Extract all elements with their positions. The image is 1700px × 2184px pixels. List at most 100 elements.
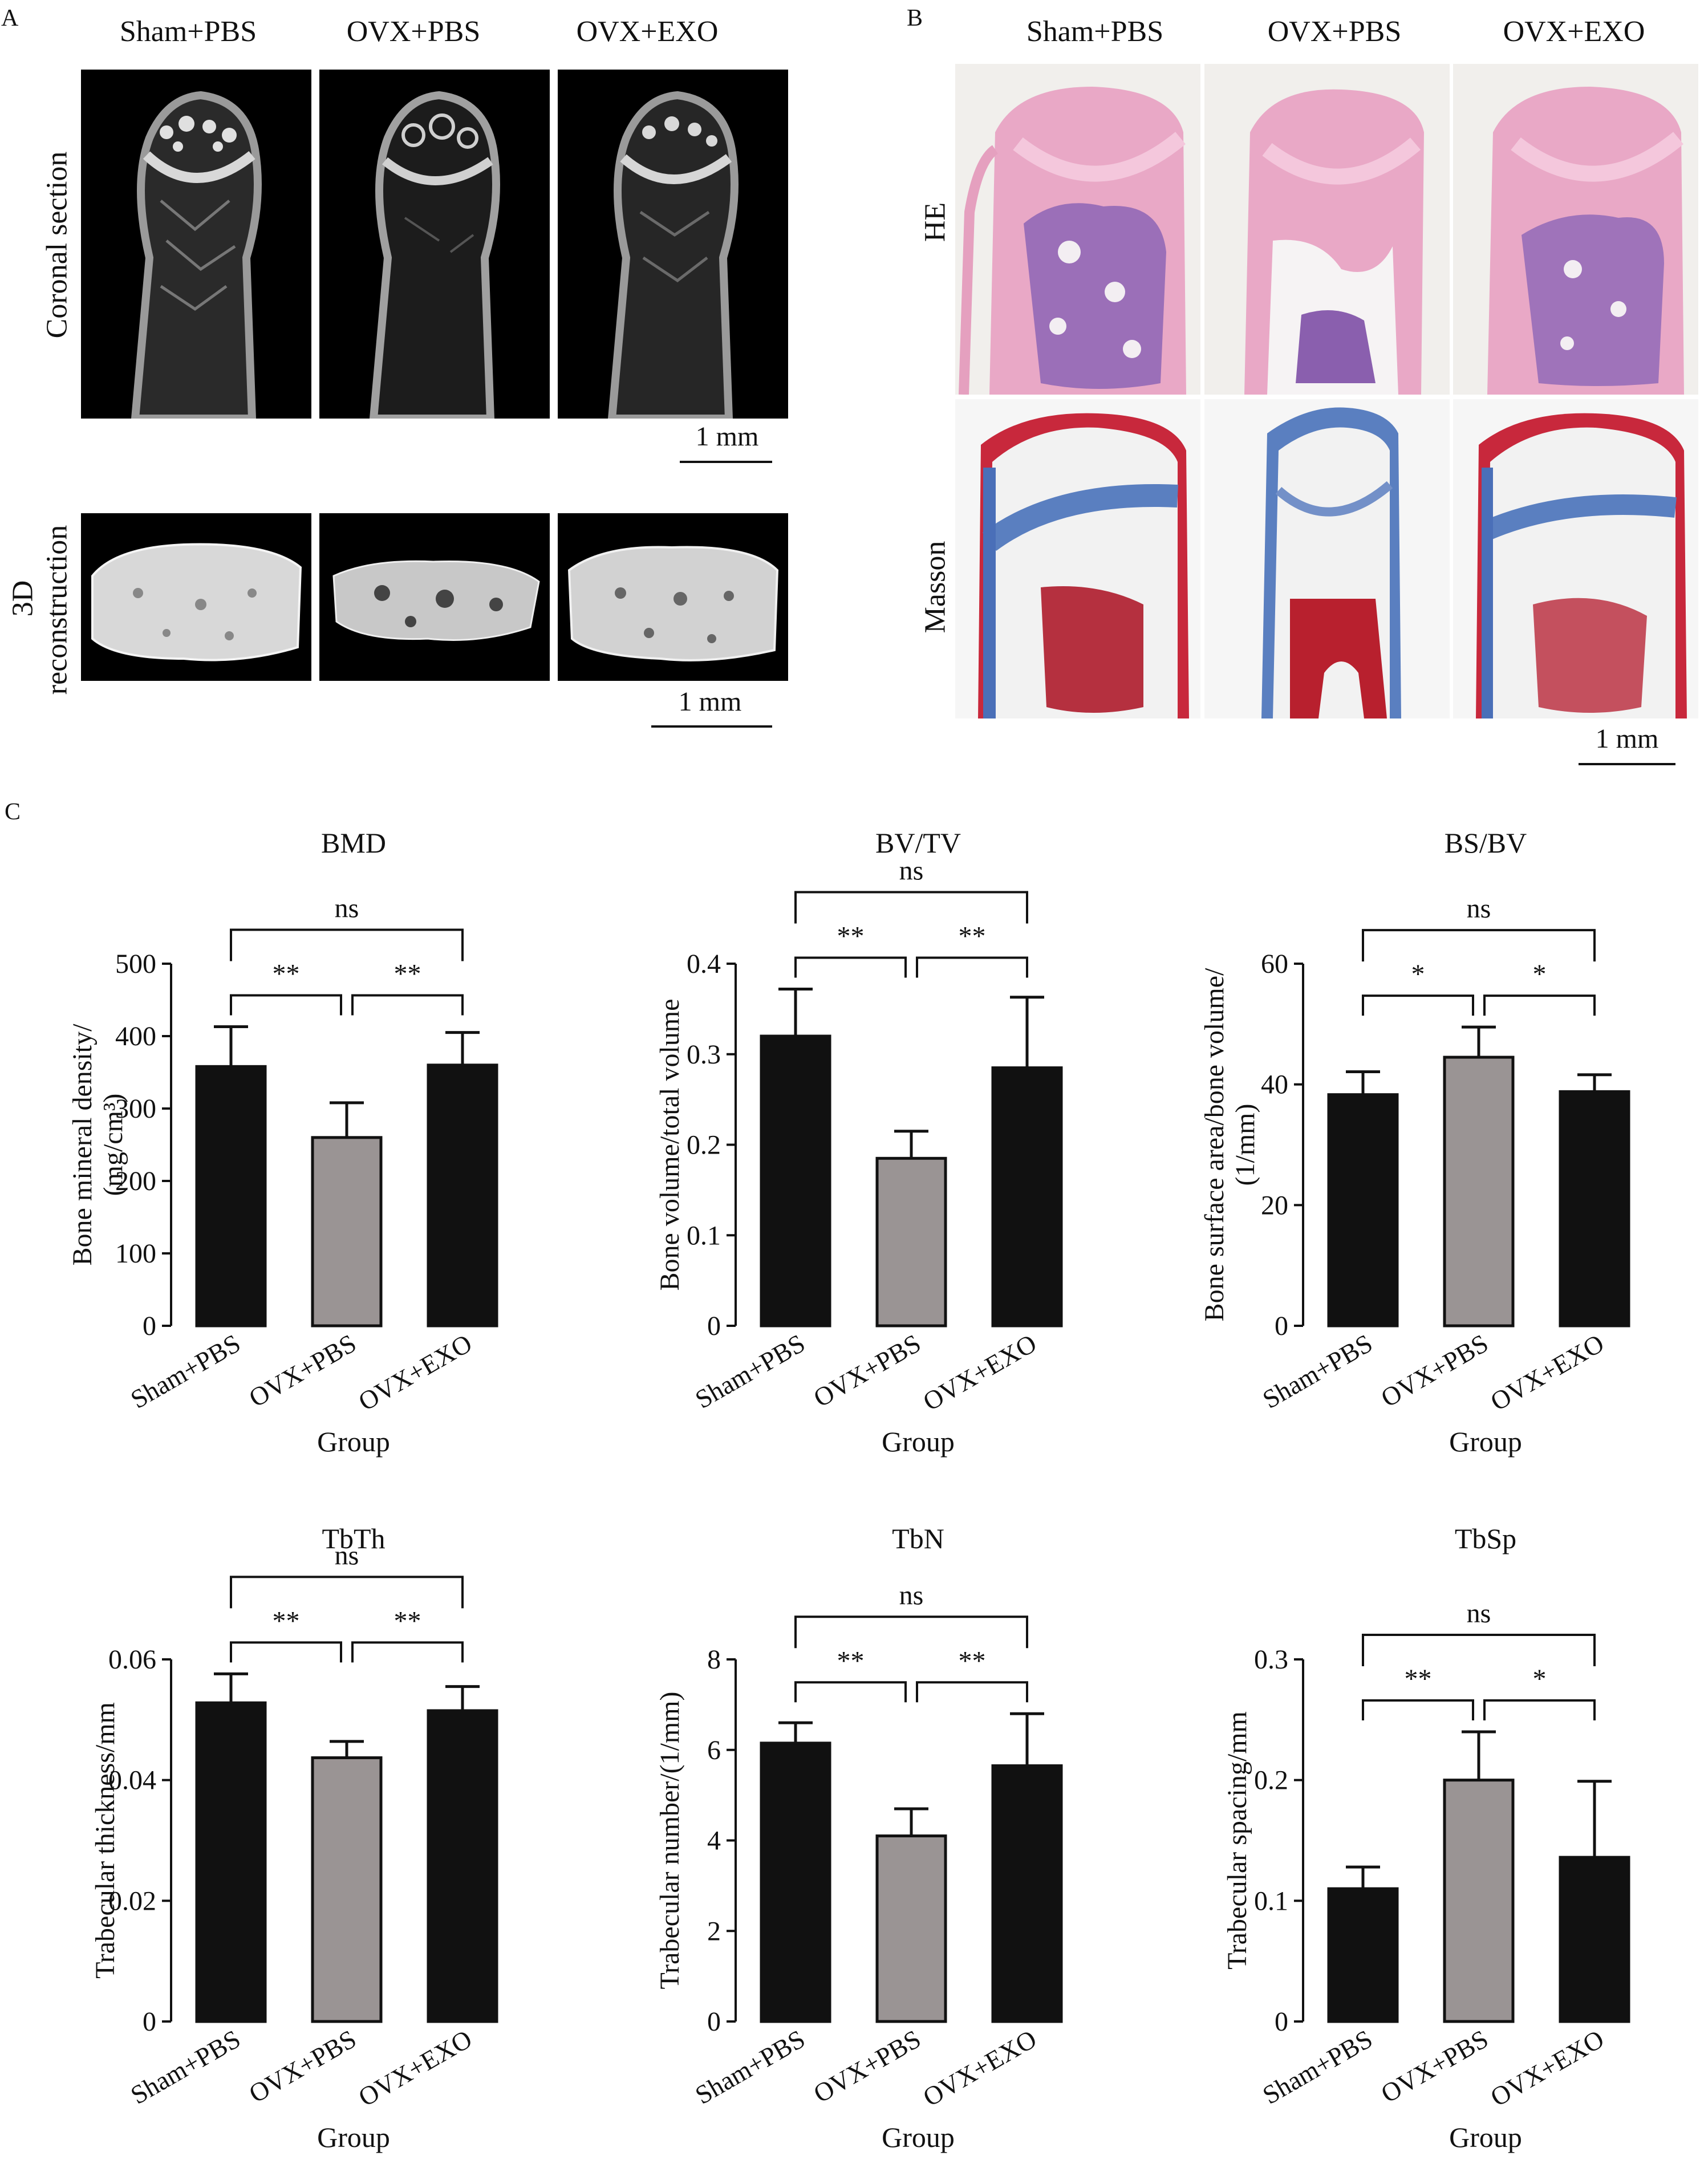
x-tick-label: OVX+PBS — [244, 1328, 361, 1412]
panel-b-col-ovx-exo: OVX+EXO — [1503, 15, 1645, 48]
y-tick-label: 500 — [115, 949, 156, 979]
y-tick-label: 0.3 — [687, 1040, 721, 1070]
panel-c-letter: C — [5, 799, 21, 825]
panel-a-col-sham: Sham+PBS — [119, 15, 257, 48]
significance-bracket — [916, 1681, 1028, 1703]
significance-bracket — [351, 1641, 464, 1663]
panel-a-scalebar-2 — [651, 725, 772, 728]
significance-label: * — [1411, 959, 1425, 989]
panel-b-col-sham: Sham+PBS — [1026, 15, 1164, 48]
histology-masson-sham — [955, 399, 1200, 718]
x-tick-label: Sham+PBS — [690, 2024, 810, 2109]
x-tick-label: OVX+PBS — [809, 2024, 926, 2108]
bar-chart-bmd: BMD 0 100 200 300 400 500 Bone mineral density/… — [67, 827, 498, 1458]
y-tick-label: 0.2 — [687, 1130, 721, 1160]
bar — [875, 1156, 947, 1328]
x-axis-label: Group — [882, 1426, 955, 1458]
chart-title: BS/BV — [1445, 827, 1527, 859]
bar — [311, 1756, 383, 2023]
y-axis-label: Trabecular spacing/mm — [1222, 1711, 1252, 1970]
y-axis-label: Trabecular number/(1/mm) — [655, 1691, 685, 1989]
y-tick-label: 0.02 — [108, 1886, 156, 1916]
significance-bracket — [230, 1641, 342, 1663]
x-tick-label: OVX+EXO — [918, 1328, 1041, 1416]
x-tick-label: OVX+PBS — [244, 2024, 361, 2108]
panel-b-row-masson: Masson — [919, 541, 952, 634]
y-axis-label: (mg/cm³) — [98, 1094, 128, 1196]
panel-a-letter: A — [1, 5, 19, 31]
panel-a-row-coronal: Coronal section — [40, 151, 74, 339]
bar-chart-tbsp: TbSp 0 0.1 0.2 0.3 Trabecular spacing/mm Sham+… — [1222, 1523, 1630, 2153]
significance-bracket — [794, 891, 1028, 924]
y-tick-label: 400 — [115, 1021, 156, 1052]
panel-a-col-ovx-pbs: OVX+PBS — [346, 15, 481, 48]
chart-title: TbSp — [1455, 1523, 1516, 1554]
significance-label: ** — [959, 921, 986, 951]
significance-label: ** — [959, 1646, 986, 1676]
histology-he-ovx-pbs — [1204, 64, 1450, 395]
microct-3d-sham — [81, 513, 311, 681]
y-tick-label: 0.04 — [108, 1765, 156, 1796]
x-tick-label: Sham+PBS — [690, 1328, 810, 1414]
x-tick-label: OVX+EXO — [1486, 1328, 1609, 1416]
y-axis-label: Bone volume/total volume — [655, 999, 685, 1291]
x-axis-label: Group — [882, 2121, 955, 2153]
significance-label: * — [1533, 1664, 1547, 1694]
bar — [1559, 1856, 1630, 2023]
bar-chart-tbth: TbTh 0 0.02 0.04 0.06 Trabecular thickness/mm… — [90, 1523, 498, 2153]
bar — [311, 1136, 383, 1328]
x-tick-label: OVX+EXO — [1486, 2024, 1609, 2112]
bar-chart-bsbv: BS/BV 0 20 40 60 Bone surface area/bone volum… — [1199, 827, 1630, 1458]
y-axis-label: (1/mm) — [1230, 1104, 1260, 1186]
significance-label: ** — [273, 959, 300, 989]
y-tick-label: 200 — [115, 1166, 156, 1196]
bar — [1443, 1779, 1515, 2023]
y-tick-label: 0 — [707, 2007, 721, 2037]
significance-label: ** — [273, 1606, 300, 1636]
significance-bracket — [230, 994, 342, 1016]
microct-coronal-ovx-pbs — [319, 70, 550, 419]
chart-title: BMD — [321, 827, 386, 859]
histology-he-sham — [955, 64, 1200, 395]
panel-b-letter: B — [907, 5, 923, 31]
significance-bracket — [1362, 1634, 1596, 1666]
significance-bracket — [230, 1576, 464, 1609]
bar — [1327, 1887, 1399, 2023]
significance-label: * — [1533, 959, 1547, 989]
y-tick-label: 20 — [1261, 1190, 1288, 1220]
chart-title: TbN — [892, 1523, 944, 1554]
significance-label: ** — [837, 921, 865, 951]
y-tick-label: 2 — [707, 1916, 721, 1946]
significance-bracket — [1362, 929, 1596, 962]
panel-a-scale-label-2: 1 mm — [678, 687, 742, 717]
significance-bracket — [1483, 994, 1596, 1016]
microct-3d-ovx-pbs — [319, 513, 550, 681]
y-tick-label: 6 — [707, 1735, 721, 1765]
significance-label: ** — [1405, 1664, 1432, 1694]
significance-bracket — [230, 928, 464, 961]
y-tick-label: 0.3 — [1254, 1645, 1288, 1675]
bar — [760, 1741, 831, 2023]
histology-masson-ovx-pbs — [1204, 399, 1450, 718]
microct-coronal-ovx-exo — [558, 70, 788, 419]
x-tick-label: OVX+EXO — [354, 2024, 477, 2112]
significance-label: ** — [837, 1646, 865, 1676]
x-tick-label: OVX+PBS — [1376, 2024, 1493, 2108]
x-axis-label: Group — [1449, 1426, 1522, 1458]
y-tick-label: 4 — [707, 1826, 721, 1856]
x-tick-label: Sham+PBS — [1257, 1328, 1377, 1414]
panel-a-scalebar-1 — [680, 461, 772, 463]
significance-bracket — [1362, 994, 1474, 1016]
y-tick-label: 0 — [1275, 1311, 1288, 1341]
y-axis-label: Trabecular thickness/mm — [90, 1702, 120, 1979]
panel-a-scale-label-1: 1 mm — [695, 421, 759, 452]
significance-bracket — [351, 994, 464, 1016]
bar — [427, 1063, 498, 1328]
significance-label: ns — [335, 893, 359, 923]
significance-bracket — [1362, 1699, 1474, 1720]
microct-coronal-sham — [81, 70, 311, 419]
y-tick-label: 0 — [143, 1311, 156, 1341]
y-tick-label: 100 — [115, 1239, 156, 1269]
panel-b-row-he: HE — [919, 202, 952, 242]
y-axis-label: Bone mineral density/ — [67, 1024, 98, 1266]
